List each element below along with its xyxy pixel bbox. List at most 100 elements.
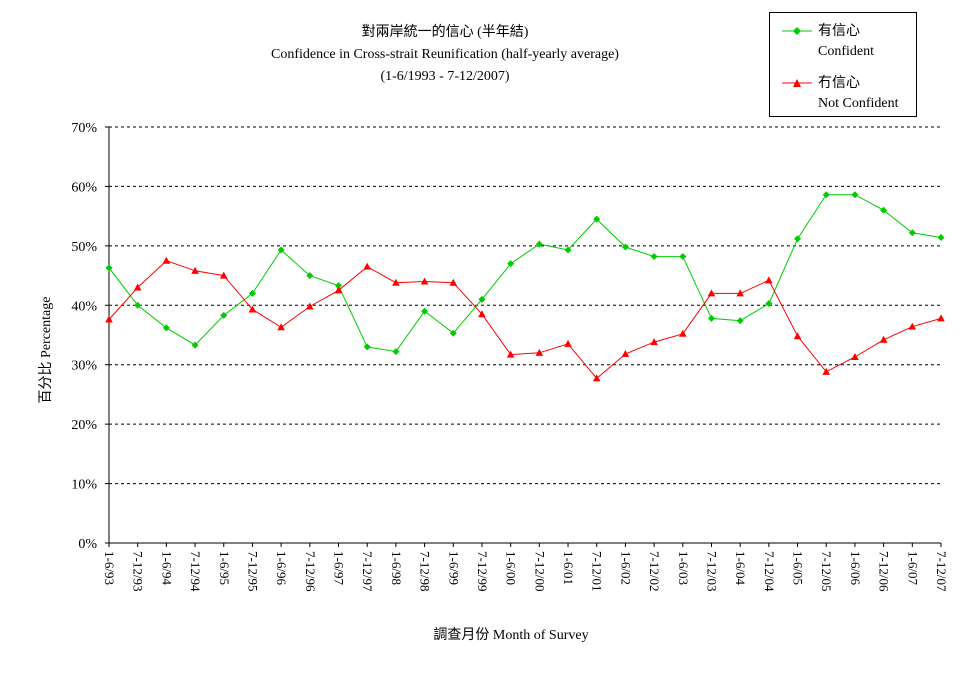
data-point-confident bbox=[822, 191, 830, 199]
x-axis-label: 調查月份 Month of Survey bbox=[433, 627, 588, 643]
data-point-not-confident bbox=[736, 289, 744, 297]
data-point-not-confident bbox=[162, 256, 171, 264]
x-tick-label: 7-12/98 bbox=[418, 551, 433, 591]
data-point-not-confident bbox=[478, 310, 486, 318]
series-lines bbox=[108, 194, 942, 380]
data-point-not-confident bbox=[191, 266, 199, 274]
x-tick-label: 7-12/06 bbox=[877, 551, 892, 592]
data-point-not-confident bbox=[306, 302, 314, 310]
data-point-not-confident bbox=[334, 286, 343, 294]
data-point-confident bbox=[306, 272, 314, 280]
data-point-confident bbox=[105, 264, 113, 272]
y-tick-label: 20% bbox=[71, 418, 97, 433]
x-tick-labels: 1-6/93 7-12/93 1-6/94 7-12/94 1-6/95 7-12/95 1… bbox=[102, 551, 949, 592]
data-point-not-confident bbox=[277, 323, 285, 331]
data-point-not-confident bbox=[650, 338, 658, 346]
x-tick-label: 7-12/05 bbox=[819, 551, 834, 591]
y-tick-label: 0% bbox=[78, 537, 97, 552]
data-point-confident bbox=[765, 300, 773, 308]
data-point-confident bbox=[736, 317, 744, 325]
data-point-confident bbox=[507, 260, 515, 268]
x-tick-label: 7-12/01 bbox=[590, 551, 605, 591]
x-tick-label: 1-6/06 bbox=[848, 551, 863, 585]
x-tick-label: 7-12/95 bbox=[245, 551, 260, 591]
data-point-not-confident bbox=[851, 352, 859, 360]
data-point-confident bbox=[564, 246, 572, 254]
data-point-not-confident bbox=[592, 374, 601, 382]
x-tick-label: 7-12/99 bbox=[475, 551, 490, 591]
data-point-not-confident bbox=[248, 305, 257, 313]
y-tick-label: 70% bbox=[71, 121, 97, 136]
x-tick-label: 1-6/94 bbox=[159, 551, 174, 585]
data-point-confident bbox=[162, 324, 170, 332]
data-point-confident bbox=[908, 229, 916, 237]
x-tick-label: 1-6/03 bbox=[676, 551, 691, 585]
x-tick-label: 1-6/98 bbox=[389, 551, 404, 585]
data-point-confident bbox=[794, 235, 802, 243]
data-point-not-confident bbox=[908, 322, 917, 330]
y-axis-label: 百分比 Percentage bbox=[38, 297, 54, 404]
data-point-not-confident bbox=[879, 335, 888, 343]
data-point-confident bbox=[851, 191, 859, 199]
x-tick-label: 7-12/96 bbox=[303, 551, 318, 592]
x-tick-label: 1-6/07 bbox=[905, 551, 920, 585]
legend-label-not-confident-zh: 冇信心 bbox=[818, 76, 860, 91]
axes bbox=[108, 127, 942, 547]
data-point-not-confident bbox=[621, 350, 630, 358]
x-tick-label: 7-12/04 bbox=[762, 551, 777, 592]
legend-swatch-confident bbox=[782, 27, 812, 35]
chart-subtitle: Confidence in Cross-strait Reunification… bbox=[271, 47, 619, 62]
x-tick-label: 7-12/94 bbox=[188, 551, 203, 592]
grid-lines bbox=[105, 126, 941, 544]
data-point-not-confident bbox=[564, 339, 572, 347]
data-point-not-confident bbox=[105, 315, 113, 323]
x-tick-label: 7-12/00 bbox=[532, 551, 547, 591]
data-point-not-confident bbox=[535, 348, 544, 356]
data-point-not-confident bbox=[363, 262, 372, 270]
x-tick-label: 7-12/07 bbox=[934, 551, 949, 592]
x-tick-label: 1-6/96 bbox=[274, 551, 289, 585]
x-tick-label: 1-6/02 bbox=[618, 551, 633, 585]
legend-swatch-not-confident bbox=[782, 79, 812, 87]
legend: 有信心 Confident 冇信心 Not Confident bbox=[769, 12, 917, 117]
data-point-confident bbox=[134, 301, 142, 309]
data-point-not-confident bbox=[793, 332, 802, 340]
x-tick-label: 1-6/04 bbox=[733, 551, 748, 585]
data-point-confident bbox=[679, 253, 687, 261]
data-point-not-confident bbox=[937, 314, 945, 322]
data-point-confident bbox=[363, 343, 371, 351]
y-tick-label: 10% bbox=[71, 478, 97, 493]
y-tick-label: 50% bbox=[71, 240, 97, 255]
data-point-confident bbox=[277, 246, 285, 254]
x-tick-label: 1-6/99 bbox=[446, 551, 461, 585]
chart-title: 對兩岸統一的信心 (半年結) bbox=[361, 25, 529, 40]
data-point-confident bbox=[880, 206, 888, 214]
x-tick-label: 7-12/97 bbox=[360, 551, 375, 592]
x-tick-label: 1-6/05 bbox=[791, 551, 806, 585]
y-tick-label: 60% bbox=[71, 180, 97, 195]
data-point-confident bbox=[191, 341, 199, 349]
data-point-confident bbox=[248, 289, 256, 297]
data-point-not-confident bbox=[420, 277, 429, 285]
legend-label-confident-en: Confident bbox=[818, 44, 874, 59]
data-point-not-confident bbox=[392, 278, 400, 286]
chart-title-block: 對兩岸統一的信心 (半年結) Confidence in Cross-strai… bbox=[0, 22, 890, 88]
data-point-confident bbox=[335, 282, 343, 290]
data-point-not-confident bbox=[707, 289, 716, 297]
x-tick-label: 1-6/01 bbox=[561, 551, 576, 585]
data-point-confident bbox=[220, 311, 228, 319]
data-point-not-confident bbox=[678, 329, 687, 337]
data-point-confident bbox=[650, 253, 658, 261]
x-tick-label: 7-12/02 bbox=[647, 551, 662, 591]
x-tick-label: 1-6/00 bbox=[504, 551, 519, 585]
legend-label-not-confident-en: Not Confident bbox=[818, 96, 899, 111]
chart-period: (1-6/1993 - 7-12/2007) bbox=[380, 69, 510, 84]
data-point-confident bbox=[707, 314, 715, 322]
data-point-confident bbox=[392, 348, 400, 356]
data-point-not-confident bbox=[765, 276, 773, 284]
x-tick-label: 7-12/03 bbox=[704, 551, 719, 591]
data-point-confident bbox=[478, 295, 486, 303]
series-line-not-confident bbox=[108, 260, 942, 380]
data-point-not-confident bbox=[822, 367, 831, 375]
